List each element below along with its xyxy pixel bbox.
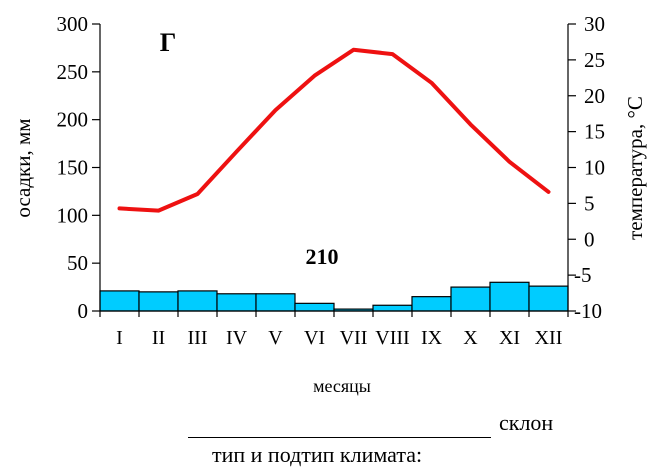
- left-tick-label: 250: [57, 60, 89, 84]
- right-tick-label: 5: [584, 191, 595, 215]
- month-label-VI: VI: [304, 327, 325, 349]
- precipitation-bar-XII: [528, 285, 569, 312]
- right-tick-label: -10: [574, 299, 602, 323]
- month-label-I: I: [116, 327, 123, 349]
- x-axis-title: месяцы: [313, 376, 371, 396]
- month-label-II: II: [152, 327, 165, 349]
- precipitation-bars: [99, 281, 569, 312]
- precipitation-bar-VI: [294, 302, 335, 312]
- month-label-III: III: [188, 327, 208, 349]
- precipitation-bar-III: [177, 290, 218, 312]
- slope-suffix: склон: [499, 410, 554, 435]
- climate-type-prompt: тип и подтип климата:: [212, 442, 423, 467]
- right-tick-label: 0: [584, 227, 595, 251]
- chart-axes: [92, 23, 576, 317]
- month-label-VII: VII: [340, 327, 368, 349]
- month-label-XII: XII: [535, 327, 563, 349]
- month-label-IX: IX: [421, 327, 443, 349]
- left-tick-label: 100: [57, 203, 89, 227]
- precipitation-bar-X: [450, 286, 491, 312]
- right-tick-label: 15: [584, 120, 605, 144]
- y2-axis-title: температура, °С: [623, 96, 647, 240]
- precipitation-bar-II: [138, 291, 179, 312]
- month-label-XI: XI: [499, 327, 520, 349]
- y-axis-title: осадки, мм: [11, 118, 35, 217]
- right-tick-label: 20: [584, 84, 605, 108]
- precipitation-bar-XI: [489, 281, 530, 312]
- precipitation-bar-VIII: [372, 304, 413, 312]
- right-tick-label: 25: [584, 48, 605, 72]
- temperature-line-group: [117, 47, 551, 213]
- precipitation-bar-IX: [411, 296, 452, 312]
- right-tick-label: 10: [584, 156, 605, 180]
- right-tick-label: 30: [584, 12, 605, 36]
- month-label-V: V: [268, 327, 283, 349]
- month-label-IV: IV: [226, 327, 248, 349]
- chart-label: Г: [160, 28, 177, 57]
- left-tick-label: 200: [57, 108, 89, 132]
- left-tick-label: 300: [57, 12, 89, 36]
- precipitation-bar-I: [99, 290, 140, 312]
- precipitation-bar-IV: [216, 293, 257, 312]
- left-tick-label: 150: [57, 156, 89, 180]
- month-label-X: X: [463, 327, 478, 349]
- slope-answer-line: [188, 437, 491, 438]
- temperature-line: [117, 47, 551, 213]
- right-tick-label: -5: [574, 263, 592, 287]
- left-tick-label: 50: [67, 251, 88, 275]
- annual-precipitation-label: 210: [306, 244, 339, 269]
- left-tick-label: 0: [78, 299, 89, 323]
- precipitation-bar-V: [255, 293, 296, 312]
- month-label-VIII: VIII: [375, 327, 409, 349]
